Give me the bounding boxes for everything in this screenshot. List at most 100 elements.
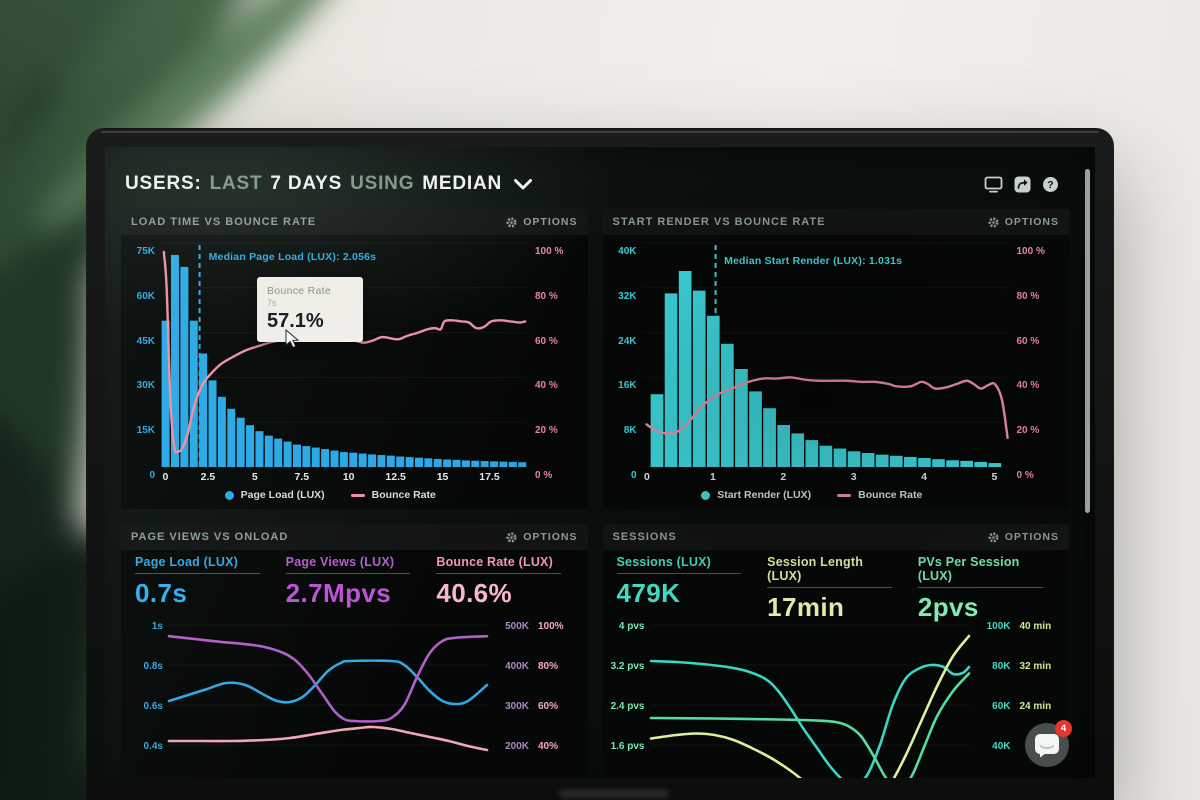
dashboard-screen: USERS: LAST 7 DAYS USING MEDIAN ? [105,147,1095,778]
plot-area: Median Start Render (LUX): 1.031s 0 1 2 3 4 5 [642,242,1009,483]
panel-header: START RENDER VS BOUNCE RATE OPTIONS [602,209,1069,235]
metric-label: Page Load (LUX) [135,555,239,569]
options-button[interactable]: OPTIONS [988,531,1059,543]
metric-underline [767,587,892,588]
axis-tick: 4 [921,471,927,483]
axis-tick: 40 % [535,380,558,392]
metric-value: 479K [616,578,681,608]
x-axis: 0 1 2 3 4 5 [643,471,1009,485]
metric-value: 40.6% [436,578,513,608]
gear-icon [506,531,517,543]
display-icon[interactable] [984,176,1003,193]
panel-title: PAGE VIEWS VS ONLOAD [131,531,289,543]
metric-value: 2.7Mpvs [285,578,392,608]
options-button[interactable]: OPTIONS [506,216,577,228]
metric-page-views: Page Views (LUX) 2.7Mpvs [285,555,437,608]
histogram-chart [642,242,1009,468]
y-axis-left: 75K 60K 45K 30K 15K 0 [121,243,161,481]
metric-label: Sessions (LUX) [616,555,711,569]
line-chart [649,624,970,778]
axis-tick: 0 % [535,470,553,481]
dashboard-titlebar: USERS: LAST 7 DAYS USING MEDIAN ? [125,167,1059,201]
panel-grid: LOAD TIME VS BOUNCE RATE OPTIONS 75K 60K 4… [121,209,1069,778]
axis-tick: 0 [162,471,169,483]
axis-tick: 2.5 [200,471,216,483]
axis-tick: 3 [850,471,857,483]
right-axis-tick: 100K 40 min [986,621,1052,632]
metric-bounce-rate: Bounce Rate (LUX) 40.6% [436,555,587,608]
axis-tick: 1s [151,621,163,632]
metric-underline [285,573,411,574]
options-label: OPTIONS [523,216,578,228]
legend-item: Page Load (LUX) [224,489,325,501]
y-axis-right: 100 % 80 % 60 % 40 % 20 % 0 % [1009,243,1061,481]
tooltip-series: Bounce Rate [267,285,332,297]
median-annotation: Median Start Render (LUX): 1.031s [724,255,903,267]
panel-sessions: SESSIONS OPTIONS Sessions (LUX) 479K [602,524,1070,778]
tooltip-value: 57.1% [267,310,324,332]
right-axis-tick: 80K 32 min [992,661,1052,672]
metric-pvs-per-session: PVs Per Session (LUX) 2pvs [917,555,1069,620]
title-segment: USING [350,173,415,194]
gear-icon [988,216,999,228]
metric-label: PVs Per Session (LUX) [917,555,1020,583]
legend-swatch [701,490,711,500]
axis-tick: 16K [618,380,637,392]
metric-value: 0.7s [135,578,188,608]
axis-tick: 0.8s [143,661,163,672]
legend-item: Bounce Rate [350,489,436,501]
panel-page-views: PAGE VIEWS VS ONLOAD OPTIONS Page Load (… [121,524,588,778]
scrollbar-thumb[interactable] [1085,169,1090,513]
legend-item: Bounce Rate [837,489,922,501]
share-icon[interactable] [1014,176,1031,193]
axis-tick: 80 % [1016,290,1040,302]
right-axis-tick: 60K 24 min [992,701,1052,712]
metric-underline [616,573,742,574]
axis-tick: 8K [623,425,637,437]
axis-tick: 5 [991,471,998,483]
axis-tick: 20 % [1016,425,1040,437]
right-axis-tick: 500K 100% [505,621,564,632]
line-chart [167,624,489,752]
gear-icon [988,531,999,543]
axis-tick: 0.4s [143,741,163,752]
y-axis-left: 4 pvs 3.2 pvs 2.4 pvs 1.6 pvs [603,608,651,778]
options-button[interactable]: OPTIONS [988,216,1059,228]
axis-tick: 40 % [1016,380,1040,392]
axis-tick: 17.5 [479,471,500,483]
timeframe-dropdown[interactable]: USERS: LAST 7 DAYS USING MEDIAN [125,173,533,195]
axis-tick: 2 [780,471,787,483]
metric-session-length: Session Length (LUX) 17min [767,555,918,620]
axis-tick: 2.4 pvs [610,701,645,712]
histogram-chart [161,242,527,468]
plot-area [167,608,489,778]
legend-label: Page Load (LUX) [240,489,325,501]
svg-text:?: ? [1047,179,1053,191]
axis-tick: 32K [618,290,637,302]
panel-title: SESSIONS [612,531,677,543]
metric-underline [436,573,562,574]
plot-area: Median Page Load (LUX): 2.056s Bounce Ra… [161,242,527,483]
options-button[interactable]: OPTIONS [506,531,577,543]
panel-start-render: START RENDER VS BOUNCE RATE OPTIONS 40K 3… [602,209,1069,509]
options-label: OPTIONS [1004,216,1059,228]
metric-sessions: Sessions (LUX) 479K [616,555,768,608]
tooltip-x-value: 7s [267,298,277,308]
y-axis-right: 500K 100% 400K 80% 300K 60% 200K 40% [487,608,579,778]
chat-widget-button[interactable]: 4 [1025,720,1072,767]
panel-header: PAGE VIEWS VS ONLOAD OPTIONS [121,524,588,550]
right-axis-tick: 300K 60% [505,701,559,712]
axis-tick: 12.5 [385,471,406,483]
metric-underline [135,573,260,574]
legend-label: Bounce Rate [371,489,436,501]
options-label: OPTIONS [1004,531,1059,543]
legend-item: Start Render (LUX) [701,489,811,501]
axis-tick: 15K [136,425,155,437]
metrics-row: Sessions (LUX) 479K Session Length (LUX)… [603,550,1070,620]
help-icon[interactable]: ? [1042,176,1059,193]
legend-swatch [837,493,852,497]
chart-tooltip: Bounce Rate 7s 57.1% [257,277,363,342]
legend-swatch [350,493,365,497]
legend-swatch [224,490,234,500]
metric-label: Page Views (LUX) [285,555,395,569]
